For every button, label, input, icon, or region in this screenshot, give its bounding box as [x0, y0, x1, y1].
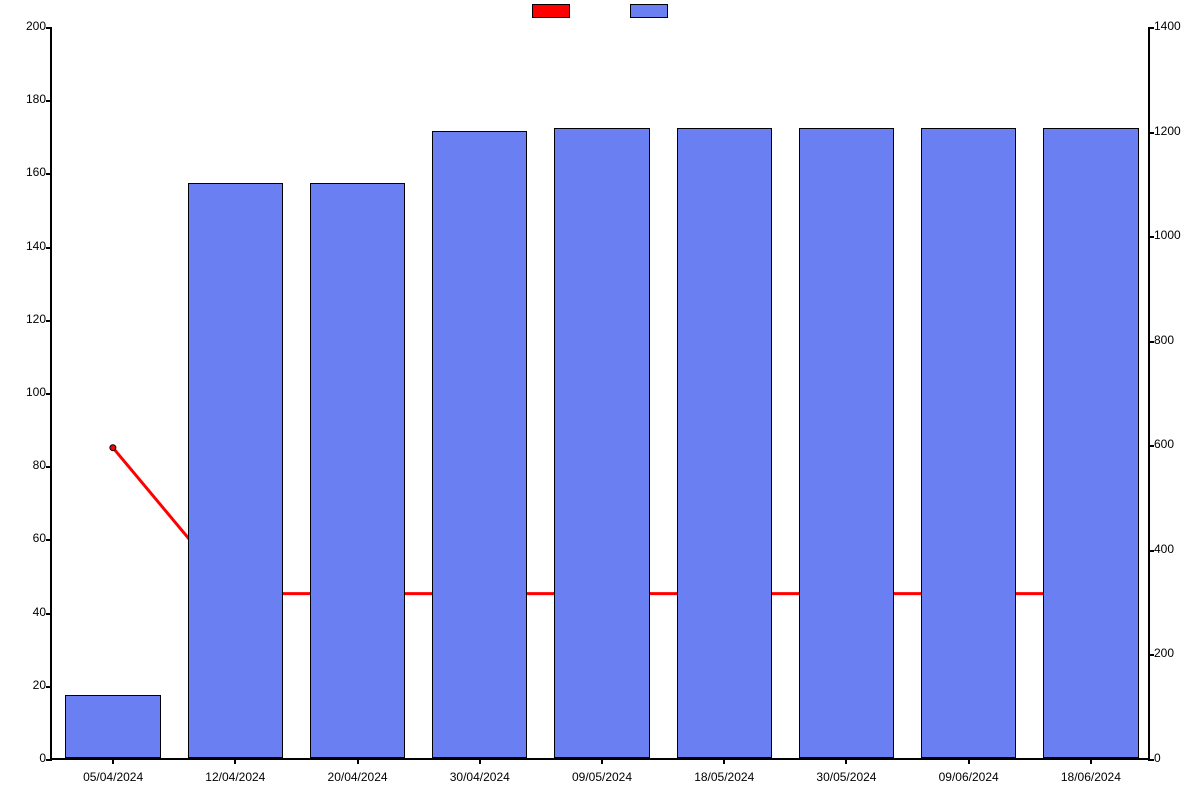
- bar: [554, 128, 649, 758]
- bar: [799, 128, 894, 758]
- x-tick-label: 05/04/2024: [83, 758, 143, 784]
- x-tick-label: 18/06/2024: [1061, 758, 1121, 784]
- y-left-tick-label: 200: [26, 19, 52, 33]
- bar: [921, 128, 1016, 758]
- x-tick-label: 18/05/2024: [694, 758, 754, 784]
- x-tick-label: 30/05/2024: [816, 758, 876, 784]
- legend: [532, 4, 668, 18]
- plot-area: 0204060801001201401601802000200400600800…: [50, 28, 1150, 760]
- y-right-tick-label: 0: [1148, 751, 1161, 765]
- combo-chart: 0204060801001201401601802000200400600800…: [0, 0, 1200, 800]
- x-tick-label: 09/05/2024: [572, 758, 632, 784]
- bar: [188, 183, 283, 758]
- y-right-tick-label: 1400: [1148, 19, 1181, 33]
- x-tick-label: 20/04/2024: [328, 758, 388, 784]
- x-tick-label: 30/04/2024: [450, 758, 510, 784]
- line-marker: [110, 445, 116, 451]
- x-tick-label: 12/04/2024: [205, 758, 265, 784]
- legend-swatch-bar: [630, 4, 668, 18]
- bar: [1043, 128, 1138, 758]
- bar: [432, 131, 527, 758]
- x-tick-label: 09/06/2024: [939, 758, 999, 784]
- bar: [310, 183, 405, 758]
- legend-item-line: [532, 4, 570, 18]
- bar: [65, 695, 160, 758]
- y-left-tick-label: 100: [26, 385, 52, 399]
- legend-swatch-line: [532, 4, 570, 18]
- legend-item-bar: [630, 4, 668, 18]
- bar: [677, 128, 772, 758]
- y-left-tick-label: 0: [39, 751, 52, 765]
